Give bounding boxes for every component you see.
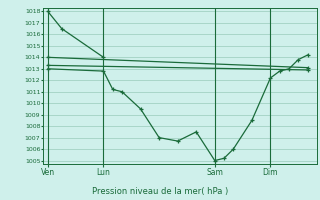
Text: Pression niveau de la mer( hPa ): Pression niveau de la mer( hPa ): [92, 187, 228, 196]
